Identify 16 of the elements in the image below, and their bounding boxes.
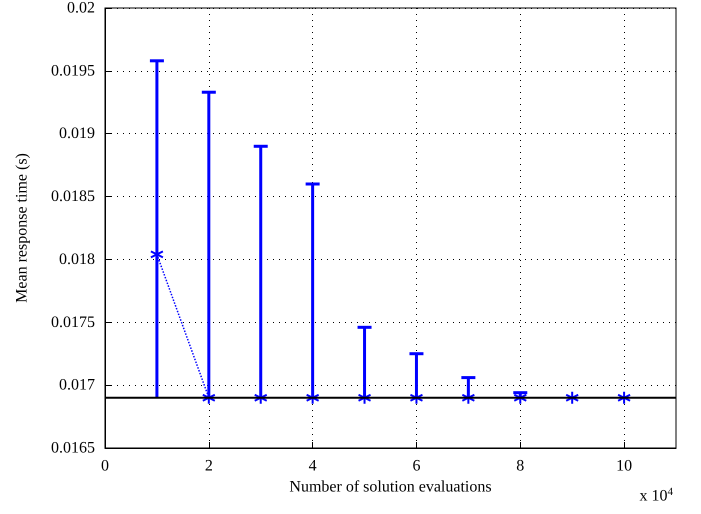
- x-axis-title: Number of solution evaluations: [289, 478, 492, 496]
- y-tick-label: 0.02: [67, 0, 95, 16]
- y-tick-label: 0.018: [59, 250, 95, 268]
- y-tick-label: 0.0175: [51, 314, 95, 331]
- y-axis-title: Mean response time (s): [14, 153, 30, 303]
- y-tick-label: 0.0185: [51, 188, 95, 206]
- x-tick-label: 6: [412, 458, 420, 474]
- x-tick-label: 10: [616, 458, 632, 474]
- y-tick-label: 0.0165: [51, 440, 95, 456]
- y-tick-label: 0.017: [59, 376, 95, 394]
- y-tick-label: 0.0195: [51, 62, 95, 80]
- x-tick-label: 4: [308, 458, 317, 474]
- x-tick-label: 2: [204, 458, 213, 474]
- x-tick-label: 8: [516, 458, 524, 474]
- x-tick-label: 0: [101, 458, 109, 474]
- y-tick-label: 0.019: [59, 125, 95, 142]
